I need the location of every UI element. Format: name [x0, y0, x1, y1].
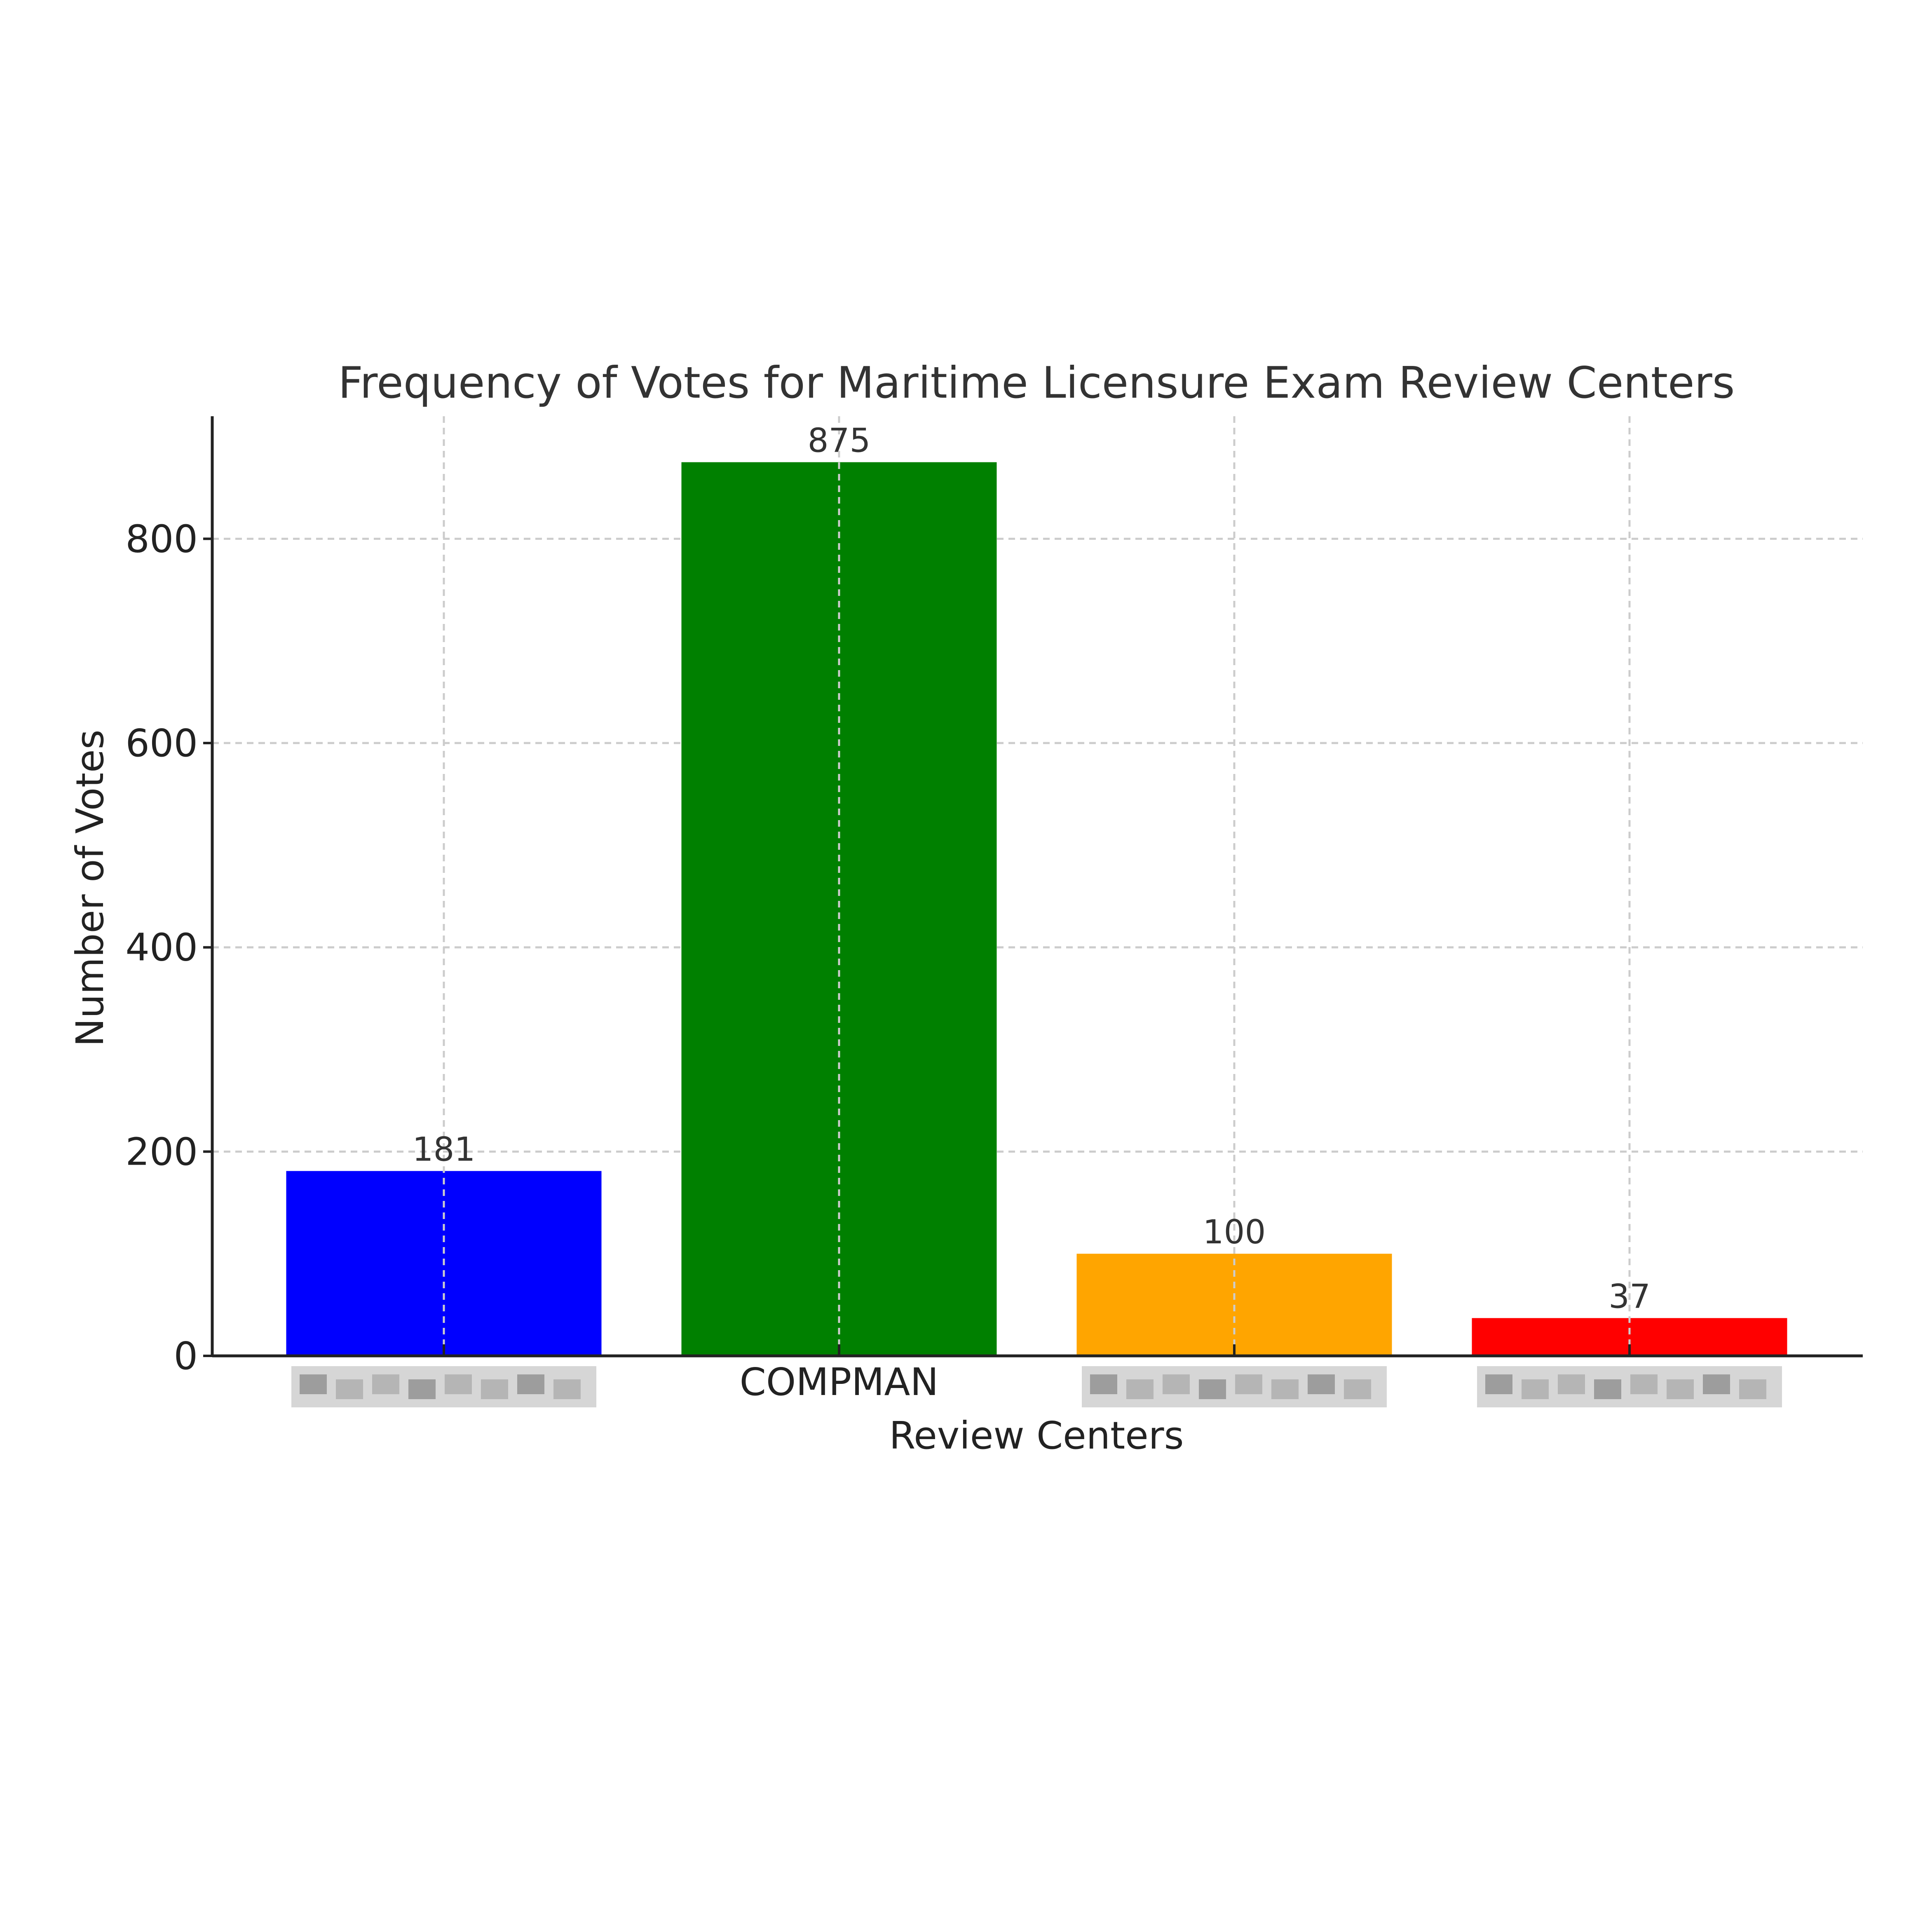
y-tick-label: 600 [125, 721, 198, 765]
data-label: 181 [413, 1130, 476, 1168]
redaction-noise [1739, 1379, 1766, 1399]
redaction-noise [1199, 1379, 1226, 1399]
y-tick-label: 400 [125, 926, 198, 970]
redaction-noise [1126, 1379, 1154, 1399]
y-tick-label: 800 [125, 517, 198, 561]
redaction-noise [1344, 1379, 1371, 1399]
data-label: 37 [1608, 1277, 1651, 1315]
redaction-noise [517, 1374, 544, 1394]
chart-title: Frequency of Votes for Maritime Licensur… [338, 358, 1735, 408]
bars [286, 462, 1787, 1356]
y-axis-label: Number of Votes [68, 729, 112, 1046]
redaction-noise [553, 1379, 581, 1399]
data-label: 100 [1203, 1213, 1266, 1251]
redaction-noise [1271, 1379, 1299, 1399]
redaction-noise [1485, 1374, 1512, 1394]
redaction-noise [1594, 1379, 1621, 1399]
redaction-noise [1630, 1374, 1658, 1394]
grid-lines [212, 537, 1863, 1153]
redaction-noise [372, 1374, 399, 1394]
axes [203, 416, 1863, 1358]
x-axis-label: Review Centers [889, 1414, 1184, 1458]
redaction-noise [481, 1379, 508, 1399]
redaction-noise [1235, 1374, 1262, 1394]
redaction-noise [1703, 1374, 1730, 1394]
x-tick-label-redacted [1082, 1366, 1387, 1407]
redaction-noise [445, 1374, 472, 1394]
redaction-noise [1522, 1379, 1549, 1399]
y-tick-label: 0 [174, 1334, 198, 1378]
redaction-noise [1308, 1374, 1335, 1394]
y-tick-label: 200 [125, 1130, 198, 1174]
x-tick-label: COMPMAN [740, 1360, 939, 1404]
redaction-noise [1667, 1379, 1694, 1399]
redaction-noise [1090, 1374, 1117, 1394]
labels: 0 200 400 600 800 COMPMAN 181 875 100 37 [125, 422, 1782, 1407]
redaction-noise [300, 1374, 327, 1394]
redaction-noise [1163, 1374, 1190, 1394]
redaction-noise [1558, 1374, 1585, 1394]
bar [681, 462, 997, 1356]
data-label: 875 [808, 422, 871, 460]
vertical-grid-lines [443, 416, 1631, 1356]
x-tick-label-redacted [1477, 1366, 1782, 1407]
redaction-noise [336, 1379, 363, 1399]
x-tick-label-redacted [291, 1366, 596, 1407]
redaction-noise [408, 1379, 436, 1399]
